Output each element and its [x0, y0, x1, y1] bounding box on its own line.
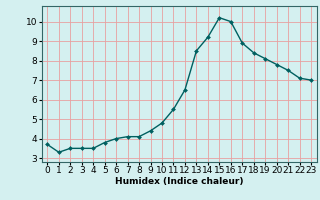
X-axis label: Humidex (Indice chaleur): Humidex (Indice chaleur)	[115, 177, 244, 186]
